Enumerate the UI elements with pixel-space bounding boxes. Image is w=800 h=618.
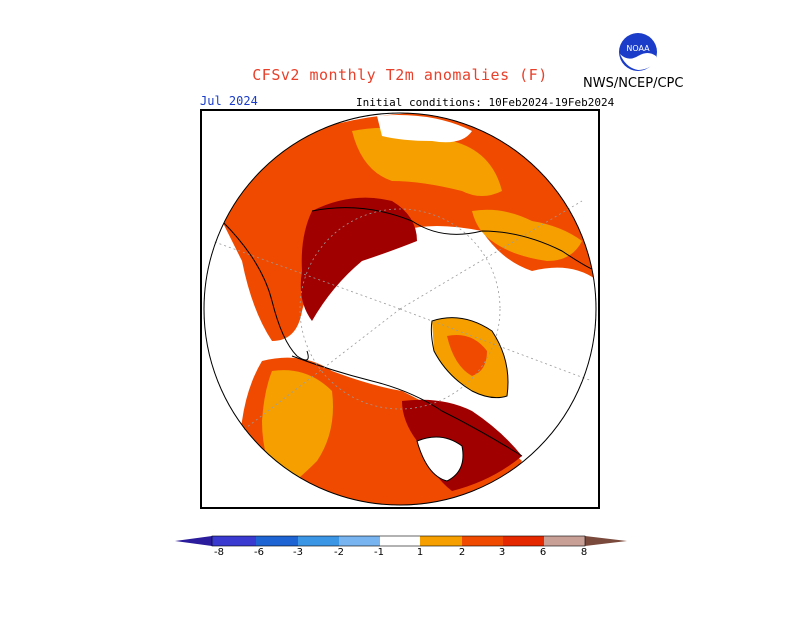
- legend-swatch-neutral: [380, 536, 420, 546]
- legend-swatch-3: [298, 536, 339, 546]
- legend-label-9: 6: [539, 547, 547, 558]
- anomaly-region-europe-orange: [472, 209, 582, 261]
- polar-map: [203, 112, 597, 506]
- anomaly-region-arctic-white: [377, 115, 472, 143]
- initial-conditions-label: Initial conditions: 10Feb2024-19Feb2024: [356, 96, 615, 109]
- legend-label-3: -3: [293, 547, 303, 558]
- anomaly-region-west-orange: [262, 370, 333, 491]
- noaa-logo: NOAA: [619, 33, 657, 71]
- legend-label-7: 2: [458, 547, 466, 558]
- legend-swatch-above-8: [585, 536, 627, 546]
- anomaly-region-canada-white: [417, 437, 463, 481]
- legend-swatch-1: [212, 536, 256, 546]
- legend-swatch-8: [503, 536, 544, 546]
- legend-swatch-9: [544, 536, 585, 546]
- legend-swatch-below-8: [175, 536, 212, 546]
- anomaly-region-asia-dark: [300, 197, 417, 321]
- legend-label-10: 8: [580, 547, 588, 558]
- polar-map-frame: [200, 109, 600, 509]
- legend-swatch-2: [256, 536, 298, 546]
- chart-title: CFSv2 monthly T2m anomalies (F): [252, 66, 548, 84]
- svg-text:NOAA: NOAA: [626, 44, 650, 53]
- legend-label-8: 3: [498, 547, 506, 558]
- legend-swatch-6: [420, 536, 462, 546]
- legend-label-2: -6: [254, 547, 264, 558]
- anomaly-region-siberia-orange: [352, 127, 502, 196]
- legend-swatch-4: [339, 536, 380, 546]
- legend-label-4: -2: [334, 547, 344, 558]
- organization-label: NWS/NCEP/CPC: [583, 76, 684, 91]
- color-legend-bar: [175, 535, 627, 547]
- anomaly-region-greenland-core: [447, 335, 487, 376]
- legend-label-6: 1: [416, 547, 424, 558]
- legend-swatch-7: [462, 536, 503, 546]
- legend-label-5: -1: [374, 547, 384, 558]
- legend-label-1: -8: [214, 547, 224, 558]
- month-label: Jul 2024: [200, 94, 258, 108]
